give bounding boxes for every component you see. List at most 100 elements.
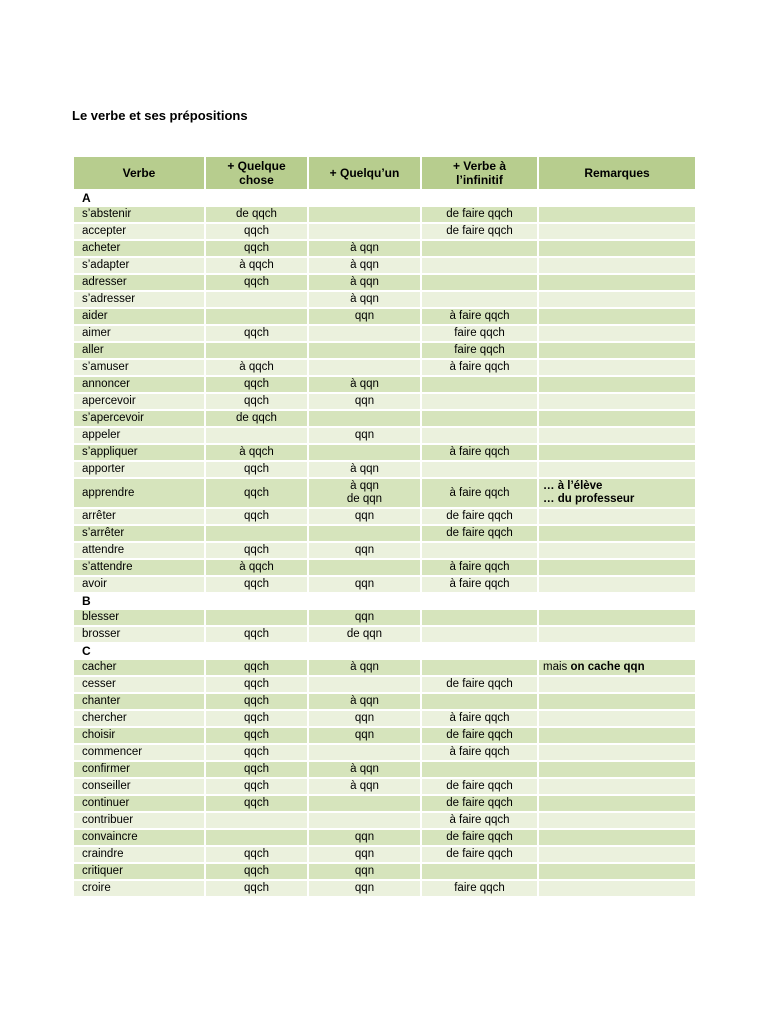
cell-verbe: chercher (72, 709, 206, 728)
cell-quelquun (307, 443, 422, 462)
cell-quelque-chose: qqch (204, 845, 309, 864)
cell-verbe-infinitif (420, 409, 539, 428)
table-row: craindre qqch qqn de faire qqch (72, 845, 697, 864)
cell-verbe: s’amuser (72, 358, 206, 377)
cell-remarques (537, 692, 697, 711)
table-row: accepter qqch de faire qqch (72, 222, 697, 241)
table-row: appeler qqn (72, 426, 697, 445)
cell-verbe: conseiller (72, 777, 206, 796)
cell-remarques (537, 205, 697, 224)
cell-quelque-chose: qqch (204, 239, 309, 258)
table-row: avoir qqch qqn à faire qqch (72, 575, 697, 594)
cell-remarques (537, 777, 697, 796)
cell-quelquun (307, 811, 422, 830)
cell-quelquun: à qqn (307, 290, 422, 309)
cell-verbe: confirmer (72, 760, 206, 779)
section-letter: A (72, 189, 697, 207)
cell-quelquun (307, 222, 422, 241)
cell-remarques (537, 239, 697, 258)
cell-remarques (537, 307, 697, 326)
cell-verbe-infinitif (420, 375, 539, 394)
table-row: commencer qqch à faire qqch (72, 743, 697, 762)
cell-quelque-chose: qqch (204, 709, 309, 728)
cell-verbe-infinitif: de faire qqch (420, 205, 539, 224)
cell-verbe: apercevoir (72, 392, 206, 411)
cell-quelquun: qqn (307, 828, 422, 847)
cell-quelque-chose: qqch (204, 760, 309, 779)
cell-verbe: cesser (72, 675, 206, 694)
cell-verbe-infinitif: de faire qqch (420, 794, 539, 813)
cell-remarques (537, 828, 697, 847)
table-row: s’adapter à qqch à qqn (72, 256, 697, 275)
cell-quelquun (307, 358, 422, 377)
cell-verbe-infinitif: à faire qqch (420, 558, 539, 577)
cell-verbe-infinitif: de faire qqch (420, 524, 539, 543)
cell-quelquun (307, 205, 422, 224)
cell-remarques (537, 507, 697, 526)
column-header-remarques: Remarques (537, 155, 697, 191)
cell-remarques (537, 608, 697, 627)
table-row: s’adresser à qqn (72, 290, 697, 309)
section-letter: C (72, 642, 697, 660)
cell-verbe-infinitif: à faire qqch (420, 575, 539, 594)
cell-quelquun: qqn (307, 426, 422, 445)
cell-quelque-chose: qqch (204, 777, 309, 796)
cell-remarques (537, 460, 697, 479)
cell-verbe-infinitif (420, 392, 539, 411)
table-row: attendre qqch qqn (72, 541, 697, 560)
cell-quelquun: à qqn (307, 273, 422, 292)
cell-remarques (537, 222, 697, 241)
column-header-verbe-infinitif: + Verbe à l’infinitif (420, 155, 539, 191)
cell-remarques: mais on cache qqn (537, 658, 697, 677)
table-row: apprendre qqch à qqn de qqn à faire qqch… à… (72, 477, 697, 509)
cell-verbe-infinitif: faire qqch (420, 879, 539, 898)
cell-quelque-chose: qqch (204, 692, 309, 711)
cell-verbe-infinitif: à faire qqch (420, 743, 539, 762)
cell-verbe: accepter (72, 222, 206, 241)
cell-verbe: contribuer (72, 811, 206, 830)
table-row: apporter qqch à qqn (72, 460, 697, 479)
cell-remarques (537, 575, 697, 594)
table-row: chanter qqch à qqn (72, 692, 697, 711)
cell-verbe: critiquer (72, 862, 206, 881)
cell-verbe: aimer (72, 324, 206, 343)
cell-quelquun: à qqn (307, 658, 422, 677)
cell-quelque-chose: qqch (204, 460, 309, 479)
cell-verbe: cacher (72, 658, 206, 677)
remark-segment: on cache qqn (570, 661, 645, 673)
cell-verbe-infinitif (420, 760, 539, 779)
cell-verbe-infinitif (420, 426, 539, 445)
cell-remarques (537, 524, 697, 543)
cell-verbe-infinitif: de faire qqch (420, 675, 539, 694)
cell-quelque-chose: qqch (204, 879, 309, 898)
cell-verbe-infinitif (420, 862, 539, 881)
cell-verbe-infinitif: faire qqch (420, 341, 539, 360)
table-row: cacher qqch à qqn mais on cache qqn (72, 658, 697, 677)
cell-quelque-chose: de qqch (204, 205, 309, 224)
cell-quelquun: qqn (307, 862, 422, 881)
cell-verbe: annoncer (72, 375, 206, 394)
cell-quelquun: qqn (307, 507, 422, 526)
cell-verbe: continuer (72, 794, 206, 813)
cell-quelque-chose: qqch (204, 541, 309, 560)
cell-remarques (537, 726, 697, 745)
cell-quelque-chose: qqch (204, 324, 309, 343)
cell-verbe: s’appliquer (72, 443, 206, 462)
cell-verbe: choisir (72, 726, 206, 745)
cell-quelque-chose (204, 828, 309, 847)
table-row: brosser qqch de qqn (72, 625, 697, 644)
cell-remarques (537, 760, 697, 779)
cell-quelque-chose: à qqch (204, 558, 309, 577)
cell-quelquun: à qqn (307, 256, 422, 275)
cell-quelquun (307, 409, 422, 428)
cell-verbe: s’attendre (72, 558, 206, 577)
column-header-quelquun: + Quelqu’un (307, 155, 422, 191)
cell-verbe-infinitif: à faire qqch (420, 709, 539, 728)
cell-remarques (537, 625, 697, 644)
cell-verbe: aller (72, 341, 206, 360)
cell-verbe-infinitif: de faire qqch (420, 222, 539, 241)
table-row: confirmer qqch à qqn (72, 760, 697, 779)
cell-verbe-infinitif (420, 692, 539, 711)
table-row: s’amuser à qqch à faire qqch (72, 358, 697, 377)
table-row: s’attendre à qqch à faire qqch (72, 558, 697, 577)
